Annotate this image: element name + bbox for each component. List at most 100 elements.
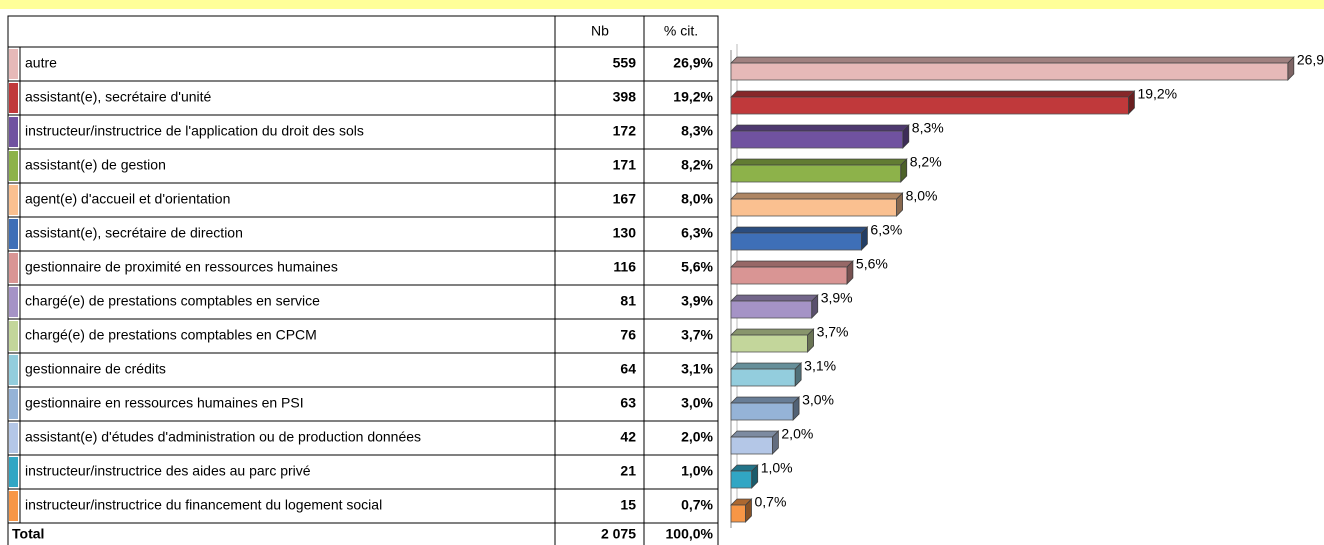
row-label: assistant(e), secrétaire de direction	[25, 225, 243, 241]
row-label: assistant(e), secrétaire d'unité	[25, 89, 212, 105]
bar	[730, 124, 910, 149]
bar-face	[731, 193, 903, 199]
color-swatch	[9, 389, 18, 419]
row-label: assistant(e) de gestion	[25, 157, 166, 173]
bar-label: 8,2%	[910, 154, 942, 170]
bar-face	[730, 62, 1289, 81]
bar-face	[896, 192, 903, 217]
title-band	[0, 0, 1324, 9]
bar-face	[772, 430, 779, 455]
bar-label: 8,3%	[912, 120, 944, 136]
bar-face	[730, 402, 794, 421]
row-label: instructeur/instructrice des aides au pa…	[25, 463, 311, 479]
color-swatch	[9, 355, 18, 385]
nb-value: 64	[620, 361, 636, 377]
bar-face	[731, 465, 758, 471]
row-label: gestionnaire de crédits	[25, 361, 166, 377]
pct-value: 3,0%	[681, 395, 713, 411]
bar-face	[792, 396, 800, 421]
bar-face	[1128, 90, 1135, 115]
bar-face	[896, 193, 903, 216]
bar-face	[807, 328, 814, 353]
bar-face	[730, 96, 1129, 115]
bar-face	[794, 362, 802, 387]
row-label: autre	[25, 55, 57, 71]
bar	[730, 396, 801, 421]
column-header: Nb	[591, 23, 609, 39]
bar-face	[730, 164, 902, 183]
row-label: instructeur/instructrice du financement …	[25, 497, 382, 513]
bar-face	[731, 57, 1294, 63]
nb-value: 130	[613, 225, 637, 241]
nb-value: 167	[613, 191, 637, 207]
pct-value: 3,1%	[681, 361, 713, 377]
color-swatch	[9, 185, 18, 215]
pct-value: 0,7%	[681, 497, 713, 513]
table-frame	[7, 15, 719, 545]
bar	[730, 226, 869, 251]
bar-face	[730, 232, 862, 251]
bar-label: 19,2%	[1137, 86, 1177, 102]
nb-value: 116	[613, 259, 636, 275]
bar-face	[846, 261, 853, 284]
bar-label: 8,0%	[906, 188, 938, 204]
bar-face	[730, 300, 813, 319]
bar	[730, 192, 904, 217]
color-swatch	[9, 321, 18, 351]
bar-face	[730, 130, 904, 149]
color-swatch	[9, 423, 18, 453]
bar-face	[731, 499, 752, 505]
bar-face	[731, 397, 800, 403]
bar	[730, 90, 1136, 115]
row-label: instructeur/instructrice de l'applicatio…	[25, 123, 364, 139]
row-label: gestionnaire en ressources humaines en P…	[25, 395, 304, 411]
bar-face	[731, 227, 868, 233]
color-swatch	[9, 491, 18, 521]
bar-label: 2,0%	[781, 426, 813, 442]
bar-face	[731, 159, 907, 165]
pct-value: 26,9%	[673, 55, 713, 71]
bar-face	[730, 334, 808, 353]
bar-face	[772, 431, 779, 454]
bar	[730, 56, 1295, 81]
row-label: agent(e) d'accueil et d'orientation	[25, 191, 230, 207]
bar-face	[731, 431, 779, 437]
bar-face	[861, 227, 868, 250]
bar	[730, 328, 815, 353]
column-header: % cit.	[664, 23, 698, 39]
bar	[730, 464, 759, 489]
bar	[730, 158, 908, 183]
pct-value: 6,3%	[681, 225, 713, 241]
bar-face	[902, 124, 910, 149]
bar-label: 3,7%	[817, 324, 849, 340]
bar	[730, 362, 803, 387]
bar-face	[751, 464, 759, 489]
bar-face	[731, 363, 802, 369]
total-nb: 2 075	[601, 526, 636, 542]
color-swatch	[9, 151, 18, 181]
bar	[730, 294, 819, 319]
nb-value: 21	[620, 463, 636, 479]
row-label: gestionnaire de proximité en ressources …	[25, 259, 338, 275]
nb-value: 63	[620, 395, 636, 411]
nb-value: 559	[613, 55, 637, 71]
bar-face	[730, 368, 796, 387]
bar-face	[807, 329, 814, 352]
bar	[730, 498, 753, 523]
pct-value: 2,0%	[681, 429, 713, 445]
pct-value: 8,0%	[681, 191, 713, 207]
bar-face	[730, 198, 898, 217]
bar-face	[731, 329, 814, 335]
bar-face	[902, 125, 909, 148]
nb-value: 42	[620, 429, 636, 445]
pct-value: 8,3%	[681, 123, 713, 139]
bar-face	[730, 436, 773, 455]
bar-label: 5,6%	[856, 256, 888, 272]
bar-label: 6,3%	[870, 222, 902, 238]
bar-label: 3,9%	[821, 290, 853, 306]
bar-face	[730, 470, 753, 489]
bar-face	[751, 465, 758, 488]
bar-face	[731, 125, 909, 131]
nb-value: 15	[620, 497, 636, 513]
